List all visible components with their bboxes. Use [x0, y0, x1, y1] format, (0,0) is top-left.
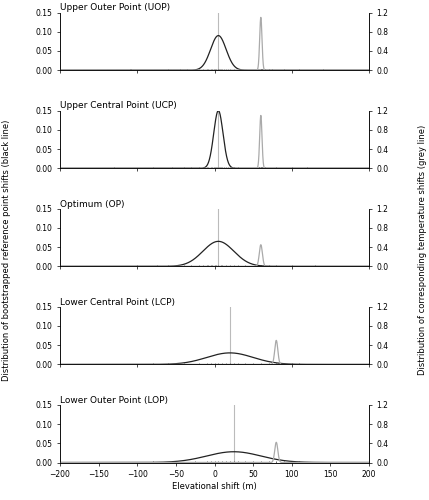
Text: Lower Central Point (LCP): Lower Central Point (LCP)	[60, 298, 175, 306]
Text: Optimum (OP): Optimum (OP)	[60, 200, 124, 208]
Text: Upper Outer Point (UOP): Upper Outer Point (UOP)	[60, 4, 170, 13]
Text: Distribution of bootstrapped reference point shifts (black line): Distribution of bootstrapped reference p…	[2, 120, 11, 380]
X-axis label: Elevational shift (m): Elevational shift (m)	[172, 482, 257, 491]
Text: Distribution of corresponding temperature shifts (grey line): Distribution of corresponding temperatur…	[418, 125, 427, 375]
Text: Upper Central Point (UCP): Upper Central Point (UCP)	[60, 102, 177, 110]
Text: Lower Outer Point (LOP): Lower Outer Point (LOP)	[60, 396, 168, 404]
